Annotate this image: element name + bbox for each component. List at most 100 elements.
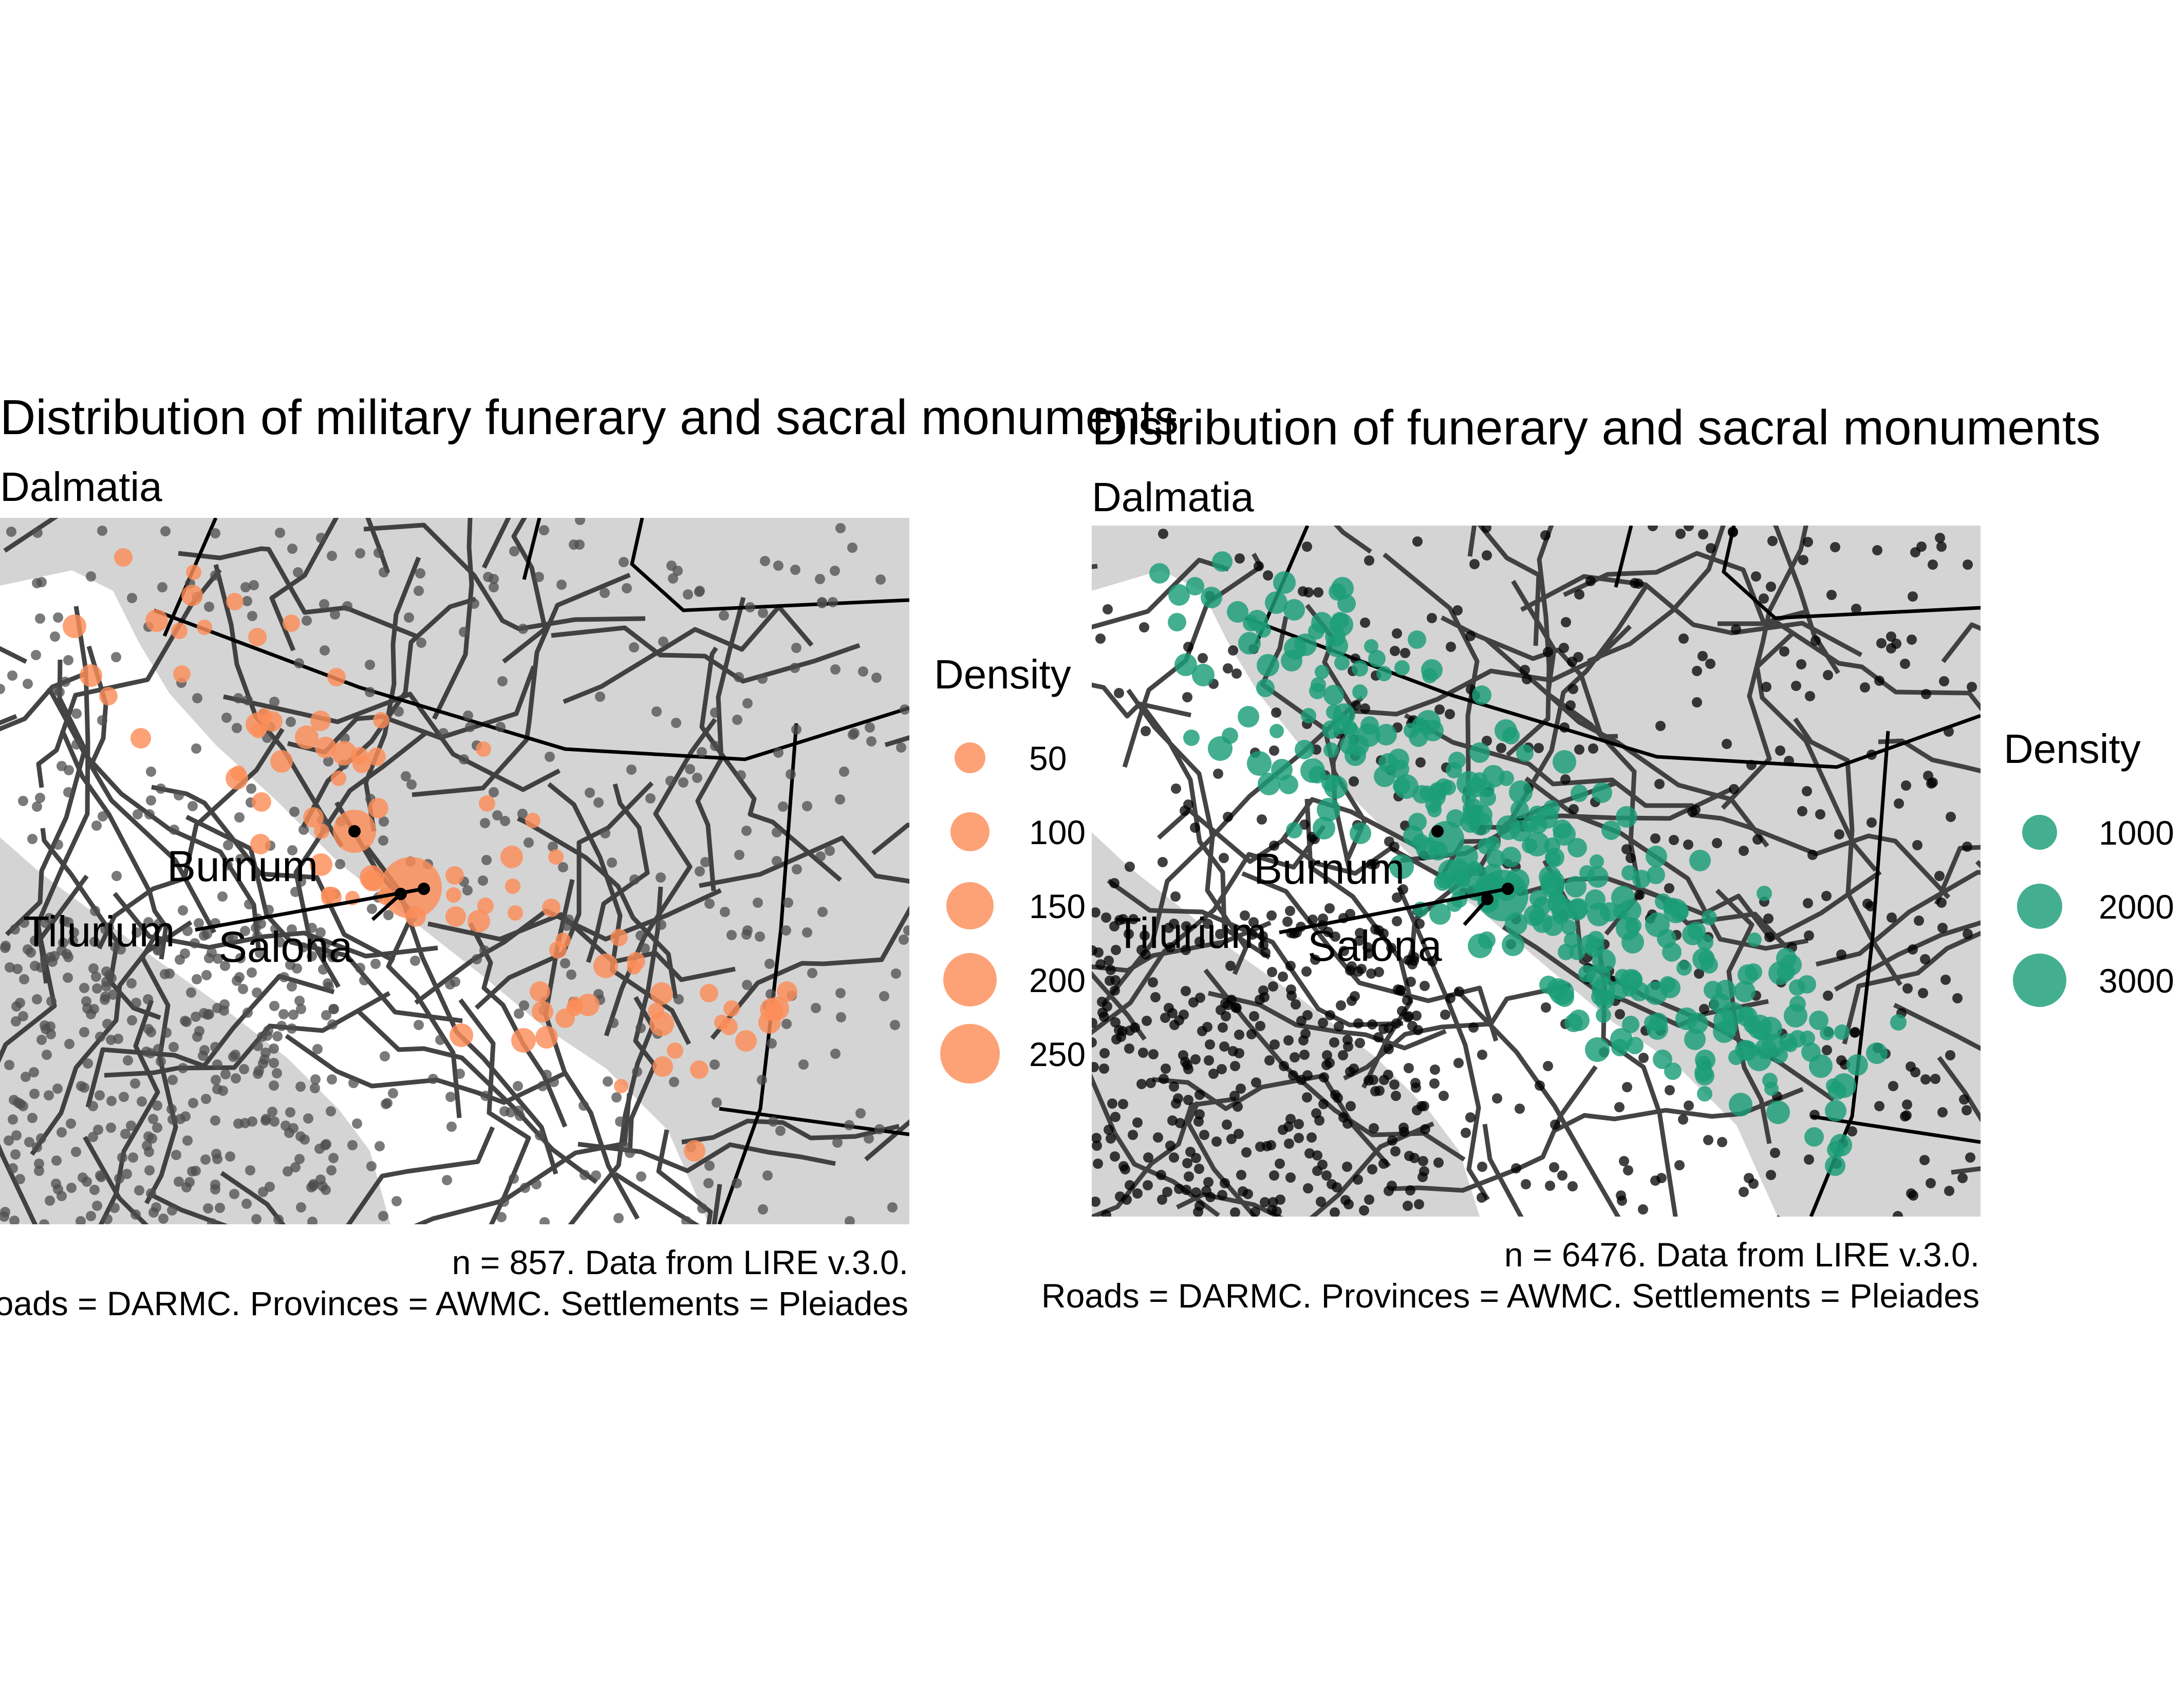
settlement-point: [1171, 783, 1181, 794]
road-line: [1092, 1073, 1220, 1217]
settlement-point: [1433, 1157, 1444, 1168]
settlement-point: [275, 937, 285, 947]
monument-point: [1568, 1010, 1590, 1031]
settlement-point: [191, 1166, 201, 1176]
road-line: [30, 920, 193, 1156]
monument-point: [1258, 773, 1280, 795]
settlement-point: [871, 673, 882, 683]
settlement-point: [1669, 835, 1679, 845]
settlement-point: [534, 572, 544, 582]
settlement-point: [472, 954, 482, 964]
settlement-point: [1823, 991, 1833, 1001]
settlement-point: [1250, 1207, 1260, 1217]
settlement-point: [1675, 529, 1686, 539]
settlement-point: [710, 1059, 720, 1070]
settlement-point: [1353, 966, 1364, 977]
settlement-point: [1132, 1188, 1143, 1199]
settlement-point: [383, 910, 394, 920]
settlement-point: [1254, 561, 1264, 571]
settlement-point: [1164, 923, 1174, 933]
settlement-point: [1481, 526, 1491, 533]
settlement-point: [1175, 1118, 1185, 1128]
left-legend: Density 50 100 150 200 250: [934, 651, 1086, 1084]
settlement-point: [1926, 1178, 1936, 1188]
settlement-point: [558, 862, 568, 872]
settlement-point: [1957, 1173, 1968, 1183]
settlement-point: [327, 1074, 337, 1085]
settlement-point: [514, 1009, 524, 1019]
settlement-point: [700, 857, 711, 867]
settlement-point: [1226, 995, 1237, 1005]
monument-point: [1201, 587, 1222, 608]
settlement-point: [174, 1177, 184, 1187]
monument-point: [1599, 989, 1615, 1005]
settlement-point: [1967, 682, 1977, 692]
settlement-point: [1534, 743, 1544, 753]
settlement-point: [645, 793, 656, 804]
settlement-point: [1279, 1061, 1289, 1071]
settlement-point: [1124, 1043, 1134, 1054]
settlement-point: [219, 1005, 229, 1016]
settlement-point: [1963, 559, 1973, 570]
settlement-point: [45, 1021, 55, 1032]
settlement-point: [1299, 1050, 1310, 1060]
settlement-point: [321, 1010, 331, 1020]
settlement-point: [45, 1196, 55, 1206]
settlement-point: [186, 987, 196, 998]
settlement-point: [204, 602, 214, 612]
settlement-point: [1654, 779, 1665, 789]
right-marker-salona: [1481, 893, 1494, 905]
settlement-point: [1217, 1190, 1227, 1200]
monument-point: [1809, 1011, 1828, 1030]
settlement-point: [1139, 622, 1149, 632]
settlement-point: [1258, 940, 1268, 950]
road-line: [40, 828, 161, 1020]
settlement-point: [229, 1189, 239, 1199]
road-line: [97, 727, 285, 949]
settlement-point: [1378, 928, 1389, 939]
monument-point: [257, 708, 272, 723]
settlement-point: [204, 953, 214, 963]
monument-point: [627, 952, 645, 970]
monument-point: [1745, 963, 1762, 981]
monument-point: [114, 548, 133, 567]
settlement-point: [1414, 1199, 1424, 1209]
settlement-point: [1650, 833, 1660, 844]
settlement-point: [11, 1130, 22, 1141]
settlement-point: [323, 756, 333, 767]
monument-point: [500, 846, 523, 868]
settlement-point: [830, 566, 840, 576]
settlement-point: [1099, 1063, 1109, 1074]
settlement-point: [1107, 1098, 1117, 1109]
settlement-point: [1345, 1067, 1355, 1077]
settlement-point: [1418, 1156, 1428, 1166]
settlement-point: [1220, 1178, 1230, 1188]
settlement-point: [1914, 916, 1924, 926]
settlement-point: [18, 1011, 28, 1021]
monument-point: [310, 711, 331, 731]
road-line: [1878, 738, 1981, 774]
settlement-point: [320, 645, 330, 656]
monument-point: [1832, 1073, 1856, 1098]
settlement-point: [1092, 907, 1100, 918]
monument-point: [1404, 723, 1419, 738]
road-line: [1772, 526, 1840, 675]
settlement-point: [24, 1137, 34, 1147]
settlement-point: [1866, 750, 1877, 760]
settlement-point: [1619, 1156, 1629, 1166]
settlement-point: [201, 1094, 211, 1104]
settlement-point: [745, 602, 755, 612]
settlement-point: [36, 1133, 46, 1144]
settlement-point: [830, 1049, 841, 1059]
settlement-point: [1407, 1021, 1417, 1031]
settlement-point: [1159, 1074, 1169, 1084]
settlement-point: [1114, 688, 1124, 698]
road-line: [1343, 983, 1571, 1081]
monument-point: [1653, 1050, 1672, 1069]
settlement-point: [36, 577, 47, 587]
settlement-point: [1454, 986, 1464, 997]
settlement-point: [394, 706, 404, 717]
settlement-point: [1626, 853, 1636, 863]
settlement-point: [1296, 1075, 1306, 1085]
settlement-point: [479, 945, 490, 956]
